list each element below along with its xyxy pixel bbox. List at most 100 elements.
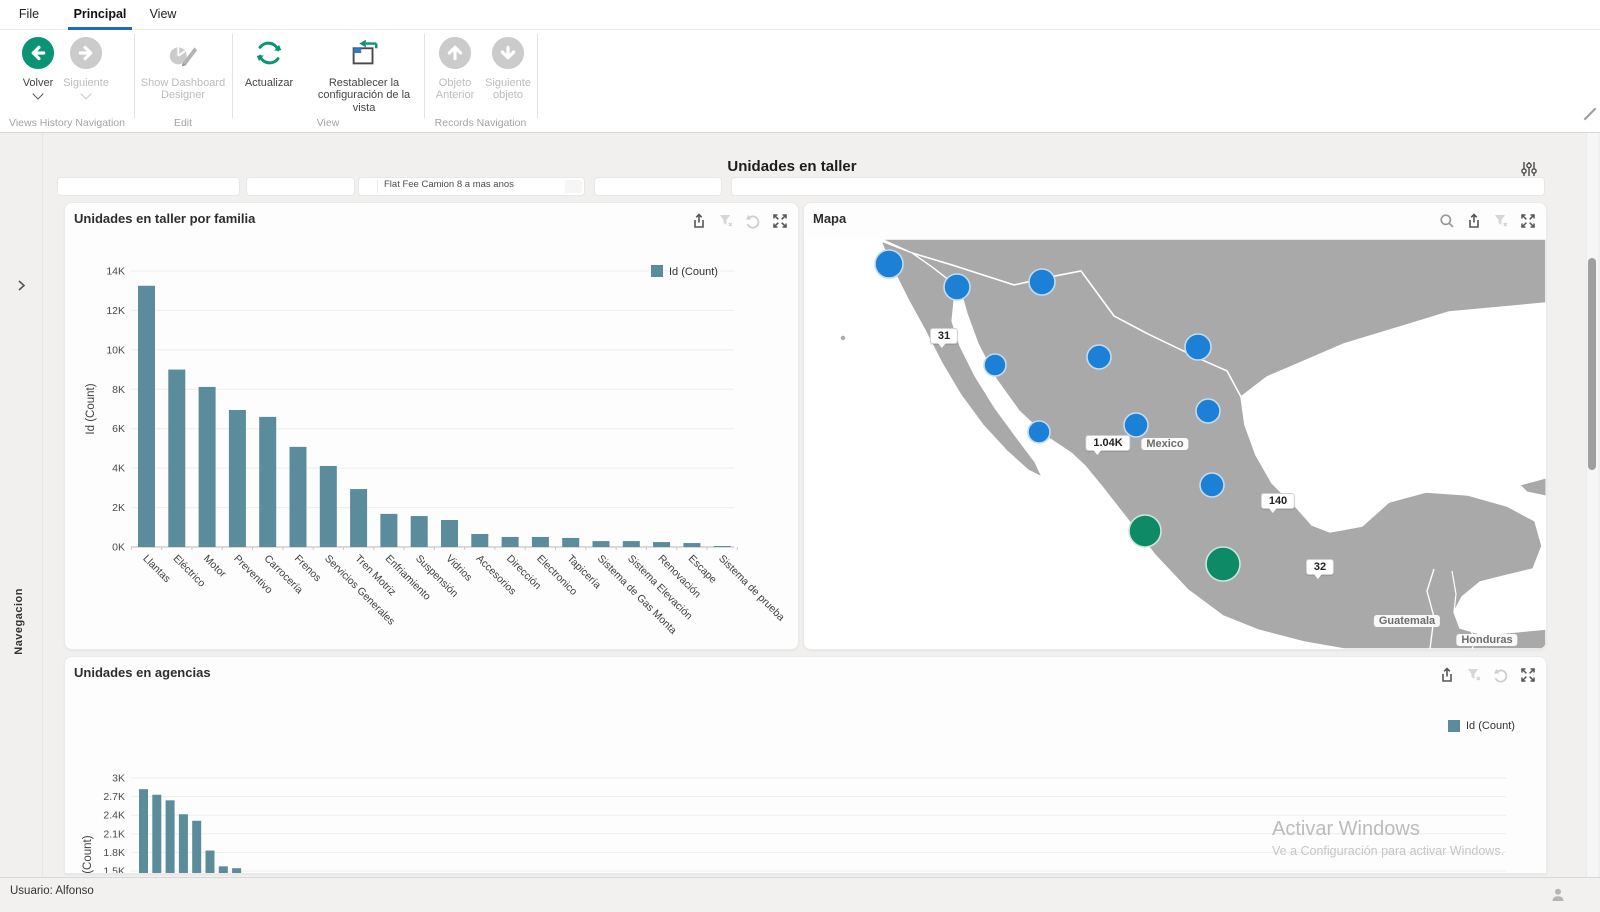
map-viewport[interactable]: Mexico Guatemala Honduras 31 1.04K 140 32: [804, 239, 1546, 649]
sliders-icon: [1520, 162, 1538, 182]
arrow-left-circle-icon: [21, 36, 55, 74]
parameters-button[interactable]: [1520, 160, 1538, 178]
filter-box[interactable]: [731, 177, 1545, 196]
filter-combo[interactable]: Flat Fee Camion 8 a mas anos: [358, 177, 585, 196]
show-dashboard-designer-button: Show Dashboard Designer: [140, 36, 226, 102]
ribbon-separator: [232, 34, 233, 118]
navigation-panel-label: Navegacion: [13, 588, 25, 655]
tab-view[interactable]: View: [149, 7, 177, 21]
dropdown-button[interactable]: [565, 180, 582, 193]
arrow-right-circle-icon: [69, 36, 103, 74]
svg-text:2.1K: 2.1K: [103, 828, 125, 840]
svg-text:0K: 0K: [112, 542, 125, 554]
panel-expand-button[interactable]: [15, 279, 28, 297]
svg-text:1.5K: 1.5K: [103, 866, 125, 874]
siguiente-button: Siguiente: [62, 36, 110, 100]
legend-label: Id (Count): [1466, 720, 1515, 732]
svg-text:Eléctrico: Eléctrico: [171, 553, 208, 590]
filter-value: Flat Fee Camion 8 a mas anos: [384, 179, 514, 190]
group-label-records: Records Navigation: [434, 117, 527, 129]
maximize-icon[interactable]: [1520, 667, 1536, 683]
legend-swatch: [1448, 720, 1460, 732]
ribbon-separator: [537, 34, 538, 118]
siguiente-objeto-button: Siguiente objeto: [482, 36, 534, 102]
map-cuba-land: [1519, 477, 1546, 497]
arrow-down-circle-icon: [491, 36, 525, 74]
map-border-guatemala: [1426, 568, 1435, 649]
person-icon: [1550, 887, 1566, 908]
bar-chart-familia[interactable]: 0K 2K 4K 6K 8K 10K 12K 14K LlantasEléctricoMotor…: [65, 235, 798, 647]
filter-divider: [377, 180, 378, 193]
tab-file[interactable]: File: [18, 7, 40, 21]
export-icon[interactable]: [1466, 213, 1482, 229]
svg-text:3K: 3K: [112, 773, 125, 785]
svg-text:2K: 2K: [112, 502, 125, 514]
card-mapa: Mapa: [803, 202, 1547, 650]
restablecer-label: Restablecer la configuración de la vista: [317, 76, 411, 114]
status-bar: Usuario: Alfonso: [0, 877, 1600, 912]
objeto-anterior-button: Objeto Anterior: [430, 36, 480, 102]
reset-view-icon: [347, 36, 381, 74]
scrollbar-thumb[interactable]: [1588, 258, 1596, 470]
siguiente-label: Siguiente: [63, 76, 109, 89]
map-mexico-land: [911, 252, 1546, 649]
card-unidades-por-familia: Unidades en taller por familia 0K 2K 4K 6K 8…: [64, 202, 799, 650]
tab-principal[interactable]: Principal: [68, 0, 132, 30]
maximize-icon[interactable]: [1520, 213, 1536, 229]
svg-text:Id (Count): Id (Count): [82, 835, 94, 873]
export-icon[interactable]: [1439, 667, 1455, 683]
bar-chart-agencias[interactable]: 3K 2.7K 2.4K 2.1K 1.8K 1.5K Id (Count): [65, 741, 1544, 873]
svg-text:6K: 6K: [112, 423, 125, 435]
clear-filter-icon: [1466, 667, 1482, 683]
filter-box[interactable]: [57, 177, 240, 196]
map-bubbles[interactable]: [874, 249, 1241, 582]
svg-text:Id (Count): Id (Count): [669, 266, 718, 278]
svg-text:10K: 10K: [106, 344, 125, 356]
card-title: Mapa: [813, 211, 847, 226]
chevron-right-icon: [15, 279, 28, 296]
filter-box[interactable]: [594, 177, 722, 196]
export-icon[interactable]: [691, 213, 707, 229]
svg-text:Id (Count): Id (Count): [85, 383, 97, 434]
svg-text:2.4K: 2.4K: [103, 810, 125, 822]
card-unidades-en-agencias: Unidades en agencias Id (Count) 3K 2.7K 2.…: [64, 656, 1547, 874]
map-mexico[interactable]: [804, 239, 1546, 649]
map-border-belize: [1451, 570, 1457, 613]
maximize-icon[interactable]: [772, 213, 788, 229]
ribbon-separator: [424, 34, 425, 118]
dashboard-designer-icon: [166, 36, 200, 74]
undo-icon: [745, 213, 761, 229]
legend: Id (Count): [1448, 720, 1515, 732]
svg-text:1.8K: 1.8K: [103, 847, 125, 859]
siguiente-objeto-label: Siguiente objeto: [485, 76, 531, 102]
volver-button[interactable]: Volver: [14, 36, 62, 100]
chevron-down-icon: [80, 88, 92, 100]
actualizar-button[interactable]: Actualizar: [234, 36, 304, 89]
svg-text:8K: 8K: [112, 384, 125, 396]
status-user: Usuario: Alfonso: [10, 885, 94, 897]
show-dashboard-designer-label: Show Dashboard Designer: [140, 76, 226, 102]
restablecer-button[interactable]: Restablecer la configuración de la vista: [306, 36, 422, 115]
svg-text:14K: 14K: [106, 266, 125, 278]
ribbon-tab-row: File Principal View: [0, 0, 1600, 30]
navigation-panel-collapsed: Navegacion: [0, 133, 43, 877]
svg-text:2.7K: 2.7K: [103, 791, 125, 803]
arrow-up-circle-icon: [438, 36, 472, 74]
ribbon-separator: [134, 34, 135, 118]
undo-icon: [1493, 667, 1509, 683]
group-label-edit: Edit: [173, 117, 193, 129]
page-title: Unidades en taller: [727, 158, 857, 175]
actualizar-label: Actualizar: [244, 76, 294, 89]
svg-text:Llantas: Llantas: [140, 553, 172, 585]
card-title: Unidades en taller por familia: [74, 211, 256, 226]
vertical-scrollbar[interactable]: [1586, 133, 1598, 877]
chevron-down-icon: [32, 88, 44, 100]
group-label-views-history: Views History Navigation: [9, 117, 125, 129]
group-label-view: View: [316, 117, 340, 129]
clear-filter-icon: [1493, 213, 1509, 229]
ribbon: File Principal View Volver Siguiente Sho: [0, 0, 1600, 133]
clear-filter-icon: [718, 213, 734, 229]
zoom-icon[interactable]: [1439, 213, 1455, 229]
filter-box[interactable]: [246, 177, 355, 196]
